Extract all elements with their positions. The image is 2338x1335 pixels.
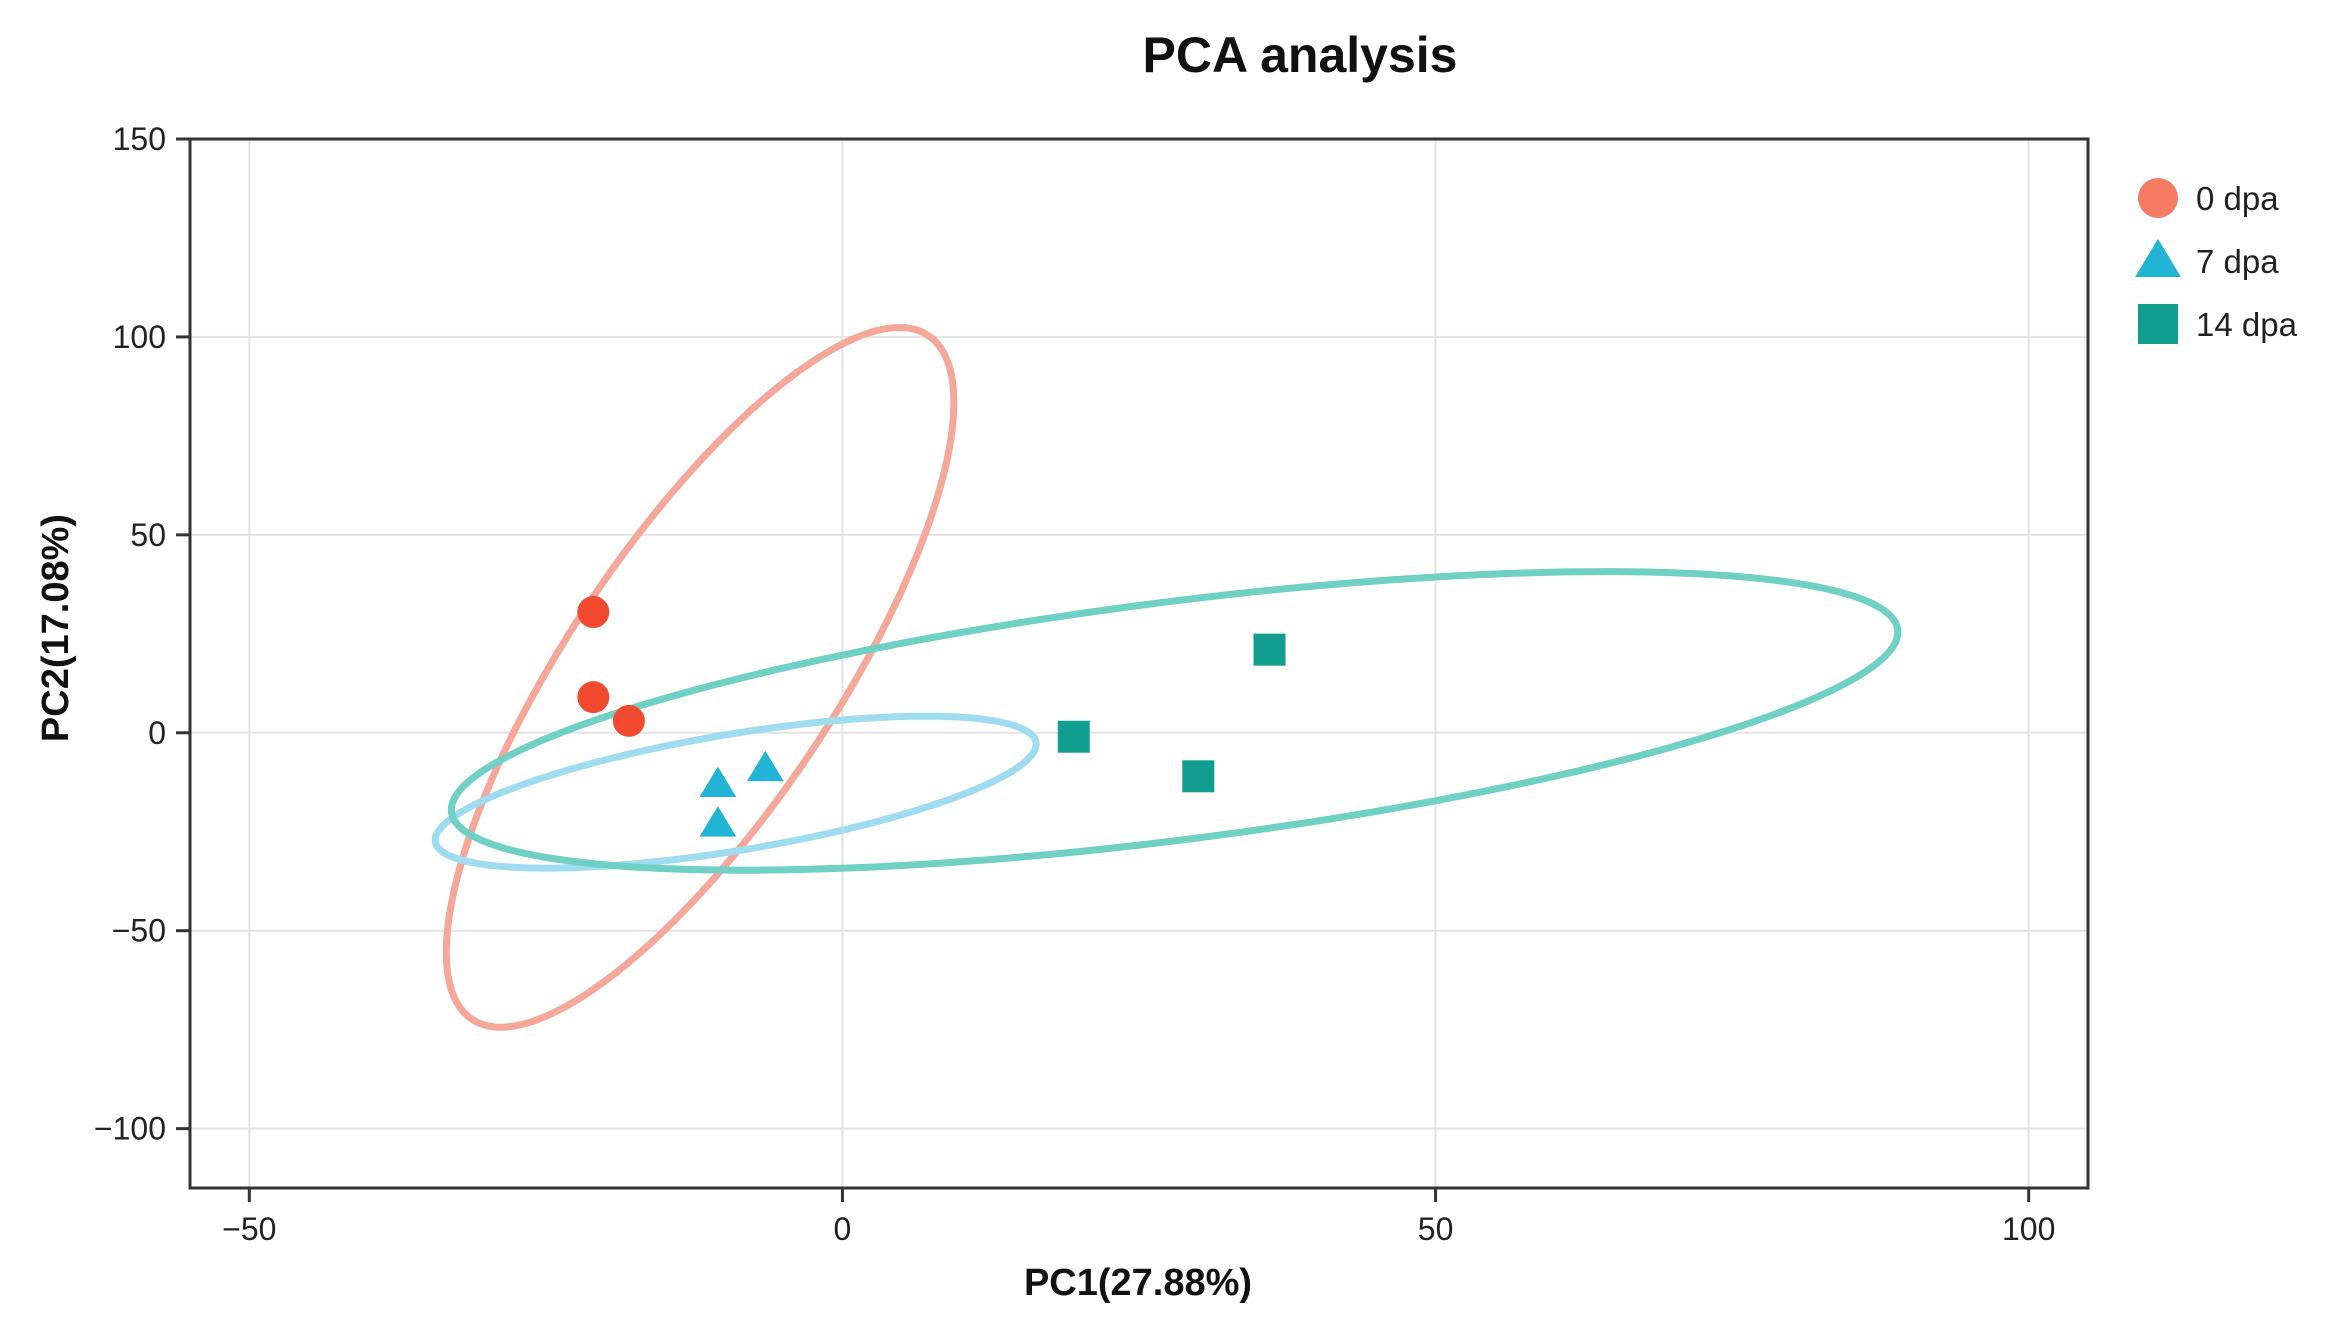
legend-label-7-dpa: 7 dpa bbox=[2196, 243, 2279, 280]
y-axis-label: PC2(17.08%) bbox=[35, 514, 77, 742]
y-tick-label: −50 bbox=[112, 913, 166, 949]
legend-marker-7-dpa bbox=[2135, 238, 2181, 277]
point-14-dpa bbox=[1253, 633, 1286, 666]
y-tick-label: 150 bbox=[113, 121, 166, 157]
y-tick-label: −100 bbox=[94, 1111, 166, 1147]
y-tick-label: 100 bbox=[113, 319, 166, 355]
ellipse-7-dpa bbox=[431, 712, 1040, 872]
point-14-dpa bbox=[1182, 760, 1215, 793]
x-tick-label: −50 bbox=[222, 1211, 276, 1247]
confidence-ellipses bbox=[431, 323, 1902, 1031]
legend: 0 dpa 7 dpa 14 dpa bbox=[2135, 178, 2298, 344]
point-7-dpa bbox=[699, 766, 737, 798]
chart-title: PCA analysis bbox=[1143, 27, 1458, 83]
point-14-dpa bbox=[1057, 720, 1090, 753]
ellipse-0-dpa bbox=[442, 323, 958, 1031]
x-tick-label: 0 bbox=[834, 1211, 852, 1247]
point-0-dpa bbox=[612, 704, 645, 737]
y-tick-label: 50 bbox=[130, 517, 166, 553]
data-points bbox=[577, 596, 1286, 837]
y-tick-label: 0 bbox=[148, 715, 166, 751]
legend-label-14-dpa: 14 dpa bbox=[2196, 306, 2298, 343]
point-0-dpa bbox=[577, 681, 610, 714]
point-7-dpa bbox=[746, 750, 784, 782]
axis-ticks: −50 0 50 100 −100 −50 0 50 100 150 bbox=[94, 121, 2055, 1247]
legend-marker-14-dpa bbox=[2138, 304, 2178, 344]
point-7-dpa bbox=[699, 806, 737, 837]
plot-frame bbox=[188, 137, 2090, 1190]
x-tick-label: 50 bbox=[1418, 1211, 1454, 1247]
x-tick-label: 100 bbox=[2002, 1211, 2055, 1247]
ellipse-14-dpa bbox=[447, 568, 1902, 874]
point-0-dpa bbox=[577, 596, 610, 629]
legend-marker-0-dpa bbox=[2138, 178, 2178, 218]
grid-lines bbox=[190, 138, 2088, 1188]
legend-label-0-dpa: 0 dpa bbox=[2196, 180, 2279, 217]
x-axis-label: PC1(27.88%) bbox=[1024, 1262, 1252, 1304]
